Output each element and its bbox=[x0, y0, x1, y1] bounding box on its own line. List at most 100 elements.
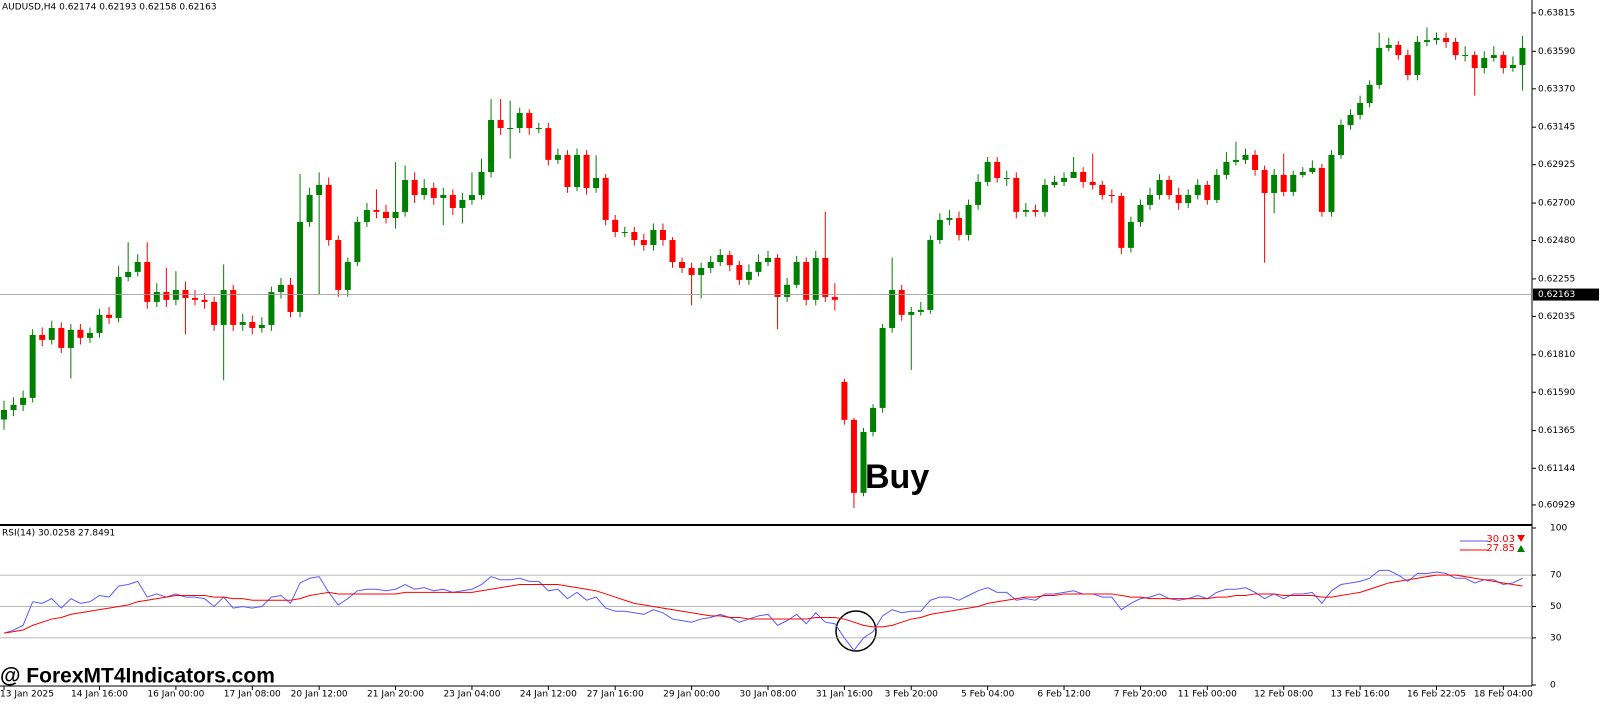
annotation: Buy bbox=[865, 458, 929, 496]
candle-body bbox=[975, 181, 982, 205]
x-tick-label: 14 Jan 16:00 bbox=[71, 690, 128, 700]
candle-body bbox=[583, 154, 590, 189]
candle-body bbox=[402, 180, 409, 212]
candle-body bbox=[822, 257, 829, 297]
current-price-box bbox=[1533, 288, 1599, 301]
candle-body bbox=[230, 289, 237, 325]
y-tick-label: 0.62480 bbox=[1538, 236, 1575, 246]
candle-body bbox=[612, 219, 619, 233]
candle-body bbox=[879, 327, 886, 408]
candle-body bbox=[717, 255, 724, 263]
indicator-title: RSI(14) 30.0258 27.8491 bbox=[2, 529, 115, 539]
candle-body bbox=[1118, 196, 1125, 248]
candle-body bbox=[774, 257, 781, 297]
y-tick-label: 0.63815 bbox=[1538, 8, 1575, 18]
series-value-label: 27.85 bbox=[1486, 543, 1515, 554]
candle-body bbox=[488, 120, 495, 173]
candle-body bbox=[1490, 55, 1497, 58]
candle-body bbox=[535, 128, 542, 130]
candle-body bbox=[841, 381, 848, 420]
x-tick-label: 30 Jan 08:00 bbox=[740, 690, 797, 700]
x-tick-label: 3 Feb 20:00 bbox=[885, 690, 939, 700]
candle-body bbox=[707, 262, 714, 268]
x-tick-label: 6 Feb 12:00 bbox=[1037, 690, 1091, 700]
candle-body bbox=[268, 292, 275, 325]
candle-body bbox=[134, 262, 141, 272]
candle-body bbox=[29, 334, 36, 398]
candle-body bbox=[1147, 195, 1153, 205]
y-tick-label: 0.61590 bbox=[1538, 388, 1575, 398]
candle-body bbox=[650, 229, 657, 245]
x-tick-label: 13 Jan 2025 bbox=[0, 690, 54, 700]
candle-body bbox=[201, 299, 208, 302]
candle-body bbox=[564, 154, 571, 188]
candle-body bbox=[249, 322, 256, 328]
candle-body bbox=[325, 184, 332, 241]
candle-body bbox=[1232, 159, 1239, 162]
x-tick-label: 17 Jan 08:00 bbox=[224, 690, 281, 700]
y-tick-label: 0.63590 bbox=[1538, 47, 1575, 57]
candle-body bbox=[507, 128, 514, 130]
candle-body bbox=[115, 277, 122, 318]
candle-body bbox=[468, 195, 475, 200]
y-tick-label: 30 bbox=[1550, 633, 1562, 643]
candle-body bbox=[1137, 204, 1144, 222]
candle-body bbox=[679, 262, 686, 268]
current-price-label: 0.62163 bbox=[1538, 290, 1575, 300]
candle-body bbox=[554, 154, 561, 160]
y-tick-label: 0.62035 bbox=[1538, 312, 1575, 322]
x-tick-label: 12 Feb 08:00 bbox=[1254, 690, 1313, 700]
candle-body bbox=[192, 297, 198, 300]
candle-body bbox=[793, 262, 800, 285]
candle-body bbox=[1433, 38, 1440, 41]
candle-body bbox=[430, 188, 437, 198]
candle-body bbox=[927, 240, 934, 310]
y-tick-label: 0.63145 bbox=[1538, 123, 1575, 133]
series-value-label: 30.03 bbox=[1486, 534, 1515, 545]
x-tick-label: 16 Jan 00:00 bbox=[147, 690, 204, 700]
candle-body bbox=[765, 257, 771, 263]
candle-body bbox=[277, 284, 284, 293]
y-tick-label: 0.61810 bbox=[1538, 350, 1575, 360]
candle-body bbox=[889, 289, 896, 328]
candle-body bbox=[698, 267, 705, 275]
candle-body bbox=[211, 301, 218, 325]
candle-body bbox=[440, 195, 447, 198]
candle-body bbox=[239, 322, 246, 325]
candle-body bbox=[1462, 55, 1469, 57]
candle-body bbox=[459, 199, 466, 208]
candle-body bbox=[1443, 38, 1450, 42]
candle-body bbox=[640, 240, 647, 245]
x-tick-label: 27 Jan 16:00 bbox=[587, 690, 644, 700]
candle-body bbox=[1013, 177, 1020, 212]
y-tick-label: 0.61365 bbox=[1538, 426, 1575, 436]
candle-body bbox=[1328, 154, 1335, 212]
candle-body bbox=[688, 267, 695, 275]
chart-title: AUDUSD,H4 0.62174 0.62193 0.62158 0.6216… bbox=[2, 3, 217, 13]
candle-body bbox=[287, 284, 294, 312]
candle-body bbox=[67, 329, 74, 348]
candle-body bbox=[784, 284, 791, 297]
candle-body bbox=[545, 128, 552, 160]
candle-body bbox=[449, 195, 456, 208]
candle-body bbox=[354, 221, 361, 263]
candle-body bbox=[516, 113, 523, 129]
candle-body bbox=[1252, 154, 1259, 170]
y-tick-label: 0.63370 bbox=[1538, 84, 1575, 94]
candle-body bbox=[1423, 40, 1430, 42]
candle-body bbox=[936, 219, 943, 241]
candle-body bbox=[965, 204, 972, 235]
candle-body bbox=[96, 314, 103, 333]
candle-body bbox=[1452, 41, 1459, 56]
candle-body bbox=[373, 210, 380, 212]
highlight-circle bbox=[835, 610, 877, 652]
x-tick-label: 23 Jan 04:00 bbox=[443, 690, 500, 700]
candle-body bbox=[20, 397, 27, 405]
candle-body bbox=[48, 327, 55, 340]
y-tick-label: 0.62255 bbox=[1538, 274, 1575, 284]
candle-body bbox=[736, 265, 743, 280]
candle-body bbox=[1309, 167, 1316, 173]
candle-body bbox=[1080, 172, 1087, 182]
